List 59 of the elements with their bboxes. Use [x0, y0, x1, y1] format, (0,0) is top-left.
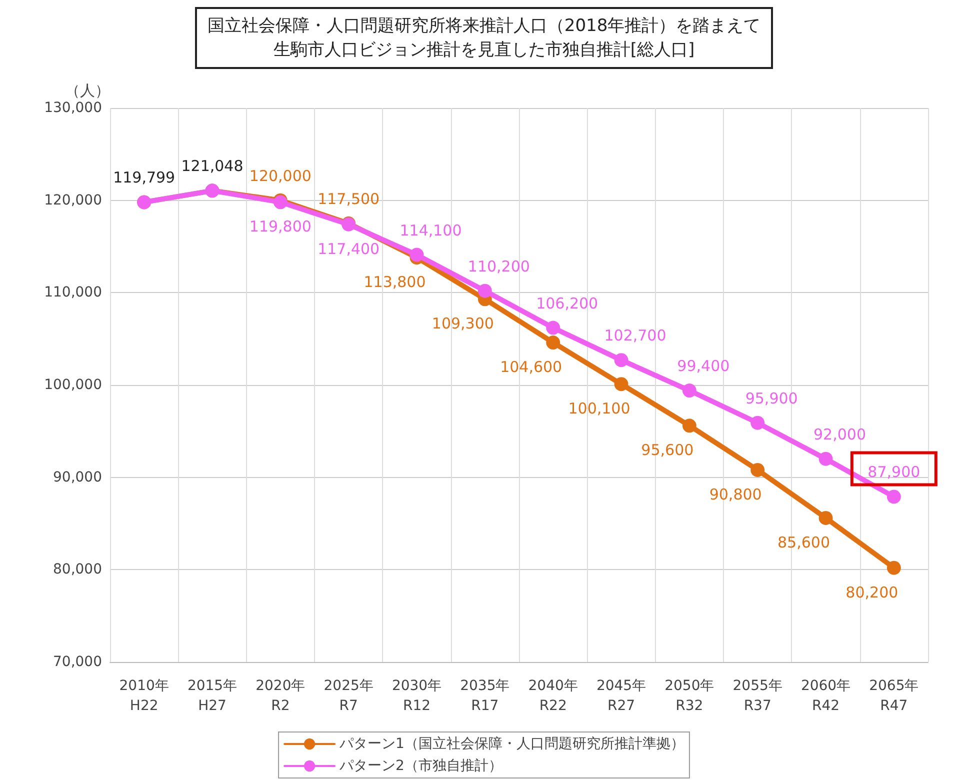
data-label: 119,799	[113, 168, 176, 187]
point	[546, 336, 560, 350]
y-tick-label: 120,000	[44, 192, 102, 208]
y-tick-label: 90,000	[53, 469, 102, 486]
data-label: 102,700	[604, 326, 666, 345]
legend-label: パターン2（市独自推計）	[338, 758, 502, 774]
data-label: 99,400	[677, 357, 730, 376]
data-label: 117,500	[318, 190, 380, 208]
point	[886, 490, 901, 504]
data-label: 117,400	[318, 240, 380, 258]
data-label: 100,100	[568, 400, 630, 418]
y-tick-label: 110,000	[44, 284, 102, 301]
point	[478, 284, 492, 298]
data-label: 109,300	[432, 314, 494, 333]
y-tick-label: 80,000	[53, 562, 102, 578]
y-tick-label: 100,000	[44, 377, 102, 393]
data-label: 95,600	[641, 441, 694, 460]
point	[614, 353, 628, 368]
data-label: 92,000	[814, 425, 866, 444]
x-tick-label: 2030年 R12	[392, 678, 442, 714]
data-label: 90,800	[709, 485, 762, 504]
point	[886, 560, 901, 575]
point	[410, 248, 424, 262]
y-tick-label: 130,000	[44, 100, 102, 116]
point	[818, 452, 833, 466]
x-tick-label: 2060年 R42	[800, 678, 851, 714]
data-label: 119,800	[249, 218, 312, 236]
data-label: 104,600	[500, 358, 562, 376]
legend-label: パターン1（国立社会保障・人口問題研究所推計準拠）	[338, 736, 684, 752]
data-label: 80,200	[846, 583, 898, 602]
point	[750, 416, 765, 430]
x-tick-label: 2025年 R7	[324, 678, 374, 714]
point	[546, 320, 560, 335]
data-label: 106,200	[536, 294, 598, 312]
x-tick-label: 2010年 H22	[119, 678, 169, 714]
x-tick-label: 2055年 R37	[732, 678, 782, 714]
data-label: 120,000	[249, 166, 312, 185]
x-tick-label: 2050年 R32	[664, 678, 714, 714]
point	[682, 418, 696, 433]
point	[614, 377, 628, 392]
data-label: 110,200	[468, 257, 530, 276]
data-label: 113,800	[364, 273, 426, 292]
data-label: 95,900	[745, 389, 798, 408]
point	[818, 510, 833, 525]
chart-title: 国立社会保障・人口問題研究所将来推計人口（2018年推計）を踏まえて生駒市人口ビジョン推計を見直した市独自推計[総人口]	[207, 16, 761, 60]
data-label: 114,100	[400, 221, 462, 240]
data-label: 87,900	[868, 463, 920, 482]
x-tick-label: 2040年 R22	[528, 678, 578, 714]
y-tick-label: 70,000	[53, 654, 102, 670]
y-axis-title: （人）	[65, 82, 110, 100]
point	[750, 462, 765, 477]
x-tick-label: 2035年 R17	[460, 678, 510, 714]
x-tick-label: 2020年 R2	[256, 678, 306, 714]
x-tick-label: 2045年 R27	[596, 678, 646, 714]
x-tick-label: 2015年 H27	[187, 678, 238, 714]
point	[682, 384, 696, 398]
data-label: 85,600	[778, 533, 830, 552]
x-tick-label: 2065年 R47	[869, 678, 919, 714]
data-label: 121,048	[181, 157, 244, 176]
